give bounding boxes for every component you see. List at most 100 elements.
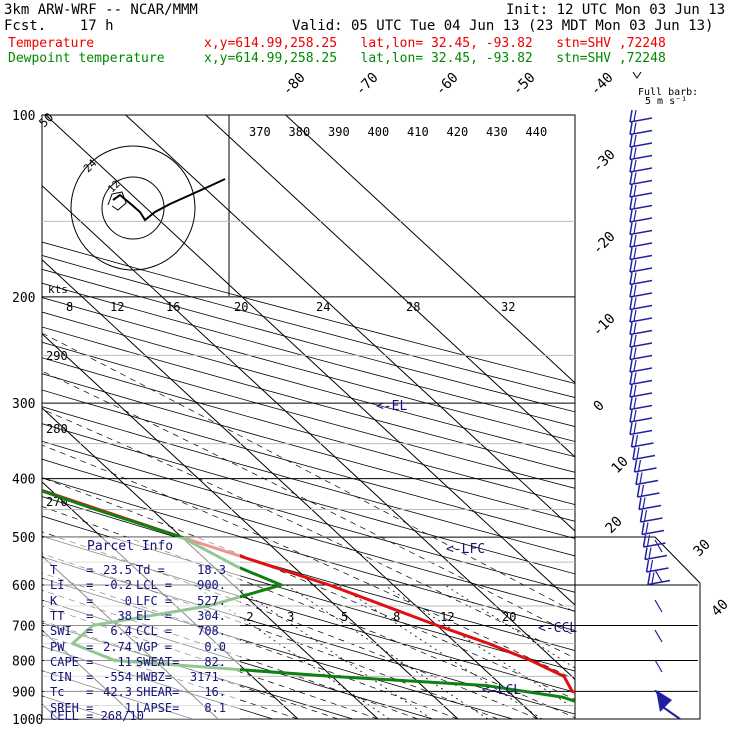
hodograph-speed-label: 12 xyxy=(110,300,124,314)
hodograph-speed-label: 28 xyxy=(406,300,420,314)
wind-barb-flag xyxy=(633,347,637,359)
wind-barb-flag xyxy=(633,322,637,334)
parcel-value: 11 xyxy=(117,654,132,669)
dewpoint-label: Dewpoint temperature xyxy=(8,51,165,66)
wind-barb-shaft xyxy=(629,167,653,173)
mixing-ratio-label: 5 xyxy=(341,610,348,624)
parcel-key: VGP = xyxy=(136,639,173,654)
parcel-value: -0.2 xyxy=(103,578,132,593)
wind-barb-flag xyxy=(645,522,649,534)
hodograph-ring-label: 24 xyxy=(81,156,100,175)
parcel-key: K = xyxy=(50,593,94,608)
isotherm-label: -80 xyxy=(280,70,309,99)
parcel-key: EL = xyxy=(136,608,173,623)
theta-label: 280 xyxy=(46,422,68,436)
mixing-ratio-line xyxy=(286,584,489,719)
temperature-label: Temperature xyxy=(8,36,95,51)
hodograph-speed-label: 16 xyxy=(166,300,180,314)
wind-barb-flag xyxy=(636,484,641,498)
wind-barb-shaft xyxy=(629,354,653,361)
parcel-cell: CELL = 268/10 xyxy=(50,709,144,723)
wind-barb-shaft xyxy=(629,342,653,348)
parcel-info-title: Parcel Info xyxy=(87,539,174,554)
plot-extension xyxy=(575,536,701,720)
theta-label: 380 xyxy=(289,125,311,139)
wind-barb-shaft xyxy=(629,192,653,198)
mixing-ratio-label: 12 xyxy=(440,610,454,624)
wind-barb-flag xyxy=(629,322,633,335)
theta-label: 410 xyxy=(407,125,429,139)
wind-barb-flag xyxy=(633,184,637,197)
parcel-value: 82. xyxy=(204,654,226,669)
isotherm-label: -50 xyxy=(510,70,539,99)
moist-adiabat xyxy=(42,370,575,636)
wind-barb-flag xyxy=(633,134,637,147)
wind-barb-flag xyxy=(644,547,648,560)
theta-label: 430 xyxy=(486,125,508,139)
level-annotation: <-LFC xyxy=(446,542,485,557)
parcel-key: T = xyxy=(50,563,94,577)
isotherm-label: -30 xyxy=(590,147,619,176)
wind-barb-flag xyxy=(629,409,633,423)
wind-barb-lower xyxy=(654,539,663,553)
parcel-key: Td = xyxy=(136,563,165,577)
wind-barb-lower xyxy=(654,599,663,613)
pressure-label: 700 xyxy=(12,619,35,634)
isotherm-label: 10 xyxy=(609,454,632,477)
parcel-key: PW = xyxy=(50,639,94,654)
wind-barb-flag xyxy=(633,384,637,397)
wind-barb-shaft xyxy=(629,129,653,136)
wind-barb-flag xyxy=(651,572,655,584)
wind-barb-flag xyxy=(629,247,633,260)
parcel-value: 23.5 xyxy=(103,563,132,577)
level-annotation: <-LCL xyxy=(482,683,521,698)
model-title: 3km ARW-WRF -- NCAR/MMM xyxy=(4,2,198,18)
isotherm-line xyxy=(42,333,459,719)
pressure-label: 600 xyxy=(12,579,35,594)
wind-barb-surface xyxy=(659,704,681,720)
wind-barb-shaft xyxy=(634,467,657,473)
isotherm-line xyxy=(42,184,575,680)
wind-barb-shaft xyxy=(632,454,656,461)
theta-label: 290 xyxy=(46,349,68,363)
wind-barb-flag xyxy=(633,309,637,322)
wind-barb-flag xyxy=(633,397,637,409)
wind-barb-shaft xyxy=(631,442,654,448)
full-barb-label: Full barb: xyxy=(638,87,698,98)
hodograph-speed-label: 24 xyxy=(316,300,330,314)
parcel-key: Tc = xyxy=(50,685,94,700)
parcel-value: 38 xyxy=(117,608,132,623)
wind-barb-shaft xyxy=(635,479,659,486)
wind-barb-shaft xyxy=(629,417,653,423)
wind-barb-flag xyxy=(629,384,633,398)
wind-barb-flag xyxy=(633,359,637,372)
parcel-value: 0 xyxy=(124,593,132,608)
hodograph-speed-label: 32 xyxy=(501,300,515,314)
wind-barb-flag xyxy=(648,547,652,559)
pressure-label: 1000 xyxy=(12,713,43,728)
dewpoint-info: x,y=614.99,258.25 lat,lon= 32.45, -93.82… xyxy=(204,51,666,66)
isotherm-label: -10 xyxy=(590,311,619,340)
wind-barb-shaft xyxy=(629,117,653,123)
moist-adiabat xyxy=(42,605,379,719)
wind-barb-shaft xyxy=(629,379,653,386)
hodograph-units: kts xyxy=(48,283,68,296)
wind-barb-flag xyxy=(635,472,639,485)
pressure-label: 300 xyxy=(12,397,35,412)
wind-barb-flag xyxy=(629,172,633,185)
wind-barb-shaft xyxy=(644,554,668,561)
wind-barb-shaft xyxy=(637,492,660,498)
hodograph-trace xyxy=(112,178,226,222)
pressure-label: 100 xyxy=(12,109,35,124)
level-annotation: <-EL xyxy=(376,399,407,414)
parcel-key: LAPSE= xyxy=(136,700,180,715)
level-annotation: <-CCL xyxy=(538,621,577,636)
wind-barb-flag xyxy=(639,509,644,523)
wind-barb-shaft xyxy=(629,429,653,436)
wind-barb-shaft xyxy=(629,142,653,148)
wind-barb-flag xyxy=(629,359,633,373)
wind-barb-flag xyxy=(629,197,633,210)
wind-barb-flag xyxy=(649,559,654,572)
wind-barb-flag xyxy=(641,522,645,535)
parcel-value: 900. xyxy=(197,578,226,593)
